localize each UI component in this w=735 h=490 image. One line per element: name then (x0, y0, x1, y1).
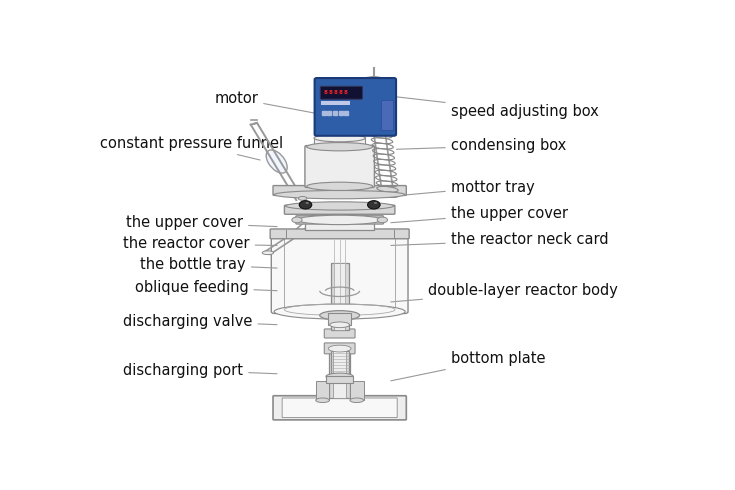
Ellipse shape (374, 202, 377, 204)
Text: condensing box: condensing box (397, 138, 566, 153)
Ellipse shape (306, 214, 374, 222)
Text: the upper cover: the upper cover (391, 206, 567, 223)
Text: speed adjusting box: speed adjusting box (397, 97, 598, 119)
Bar (329, 314, 351, 325)
Text: discharging valve: discharging valve (123, 314, 277, 328)
Text: constant pressure funnel: constant pressure funnel (101, 136, 284, 160)
Bar (306, 219, 374, 230)
Ellipse shape (330, 322, 350, 328)
FancyBboxPatch shape (324, 329, 355, 338)
FancyBboxPatch shape (320, 86, 362, 99)
Text: the bottle tray: the bottle tray (140, 257, 277, 272)
Text: discharging port: discharging port (123, 363, 277, 378)
Ellipse shape (298, 196, 307, 200)
FancyBboxPatch shape (271, 234, 408, 314)
Bar (314, 137, 365, 147)
FancyBboxPatch shape (273, 186, 406, 196)
Ellipse shape (350, 398, 364, 402)
FancyBboxPatch shape (273, 396, 406, 420)
Text: 8: 8 (323, 90, 327, 95)
Bar (331, 351, 349, 376)
Ellipse shape (285, 202, 394, 210)
Ellipse shape (266, 150, 287, 173)
Text: 8: 8 (344, 90, 348, 95)
Ellipse shape (306, 182, 373, 191)
FancyBboxPatch shape (295, 216, 384, 224)
FancyBboxPatch shape (315, 78, 396, 136)
Text: the upper cover: the upper cover (126, 216, 277, 230)
Bar (334, 263, 345, 330)
Ellipse shape (320, 311, 359, 320)
Text: oblique feeding: oblique feeding (135, 280, 277, 294)
Ellipse shape (329, 345, 351, 352)
Ellipse shape (316, 398, 329, 402)
Text: 8: 8 (329, 90, 332, 95)
Ellipse shape (384, 107, 392, 113)
Text: the reactor cover: the reactor cover (123, 236, 277, 251)
Bar (329, 349, 350, 398)
Ellipse shape (368, 201, 380, 209)
Text: double-layer reactor body: double-layer reactor body (391, 283, 618, 302)
Bar (284, 236, 395, 308)
Ellipse shape (262, 251, 273, 255)
Text: motor: motor (215, 91, 314, 113)
Ellipse shape (361, 77, 387, 86)
FancyBboxPatch shape (284, 205, 395, 214)
FancyBboxPatch shape (305, 146, 374, 188)
Bar (326, 376, 354, 383)
Ellipse shape (314, 134, 365, 142)
Ellipse shape (306, 202, 309, 204)
Ellipse shape (297, 215, 382, 224)
Ellipse shape (299, 201, 312, 209)
Bar (321, 101, 350, 105)
Bar (350, 381, 364, 400)
Ellipse shape (274, 191, 405, 199)
Ellipse shape (292, 217, 302, 223)
Text: 8: 8 (339, 90, 343, 95)
Ellipse shape (274, 304, 405, 319)
Text: bottom plate: bottom plate (391, 351, 545, 381)
Ellipse shape (377, 217, 387, 223)
FancyBboxPatch shape (324, 343, 355, 354)
Text: mottor tray: mottor tray (391, 179, 534, 196)
FancyBboxPatch shape (282, 398, 397, 417)
Bar (331, 263, 349, 330)
Bar (381, 100, 392, 130)
Ellipse shape (306, 143, 373, 151)
FancyBboxPatch shape (270, 229, 409, 239)
Text: the reactor neck card: the reactor neck card (391, 232, 609, 247)
Ellipse shape (326, 373, 354, 380)
Bar (316, 381, 329, 400)
Bar (333, 349, 346, 398)
Text: 8: 8 (334, 90, 337, 95)
